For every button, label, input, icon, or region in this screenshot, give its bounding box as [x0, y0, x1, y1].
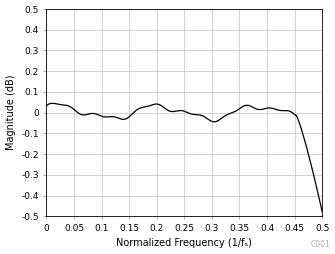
Text: C001: C001: [310, 240, 330, 249]
X-axis label: Normalized Frequency (1/fₛ): Normalized Frequency (1/fₛ): [116, 239, 252, 248]
Y-axis label: Magnitude (dB): Magnitude (dB): [6, 75, 15, 150]
